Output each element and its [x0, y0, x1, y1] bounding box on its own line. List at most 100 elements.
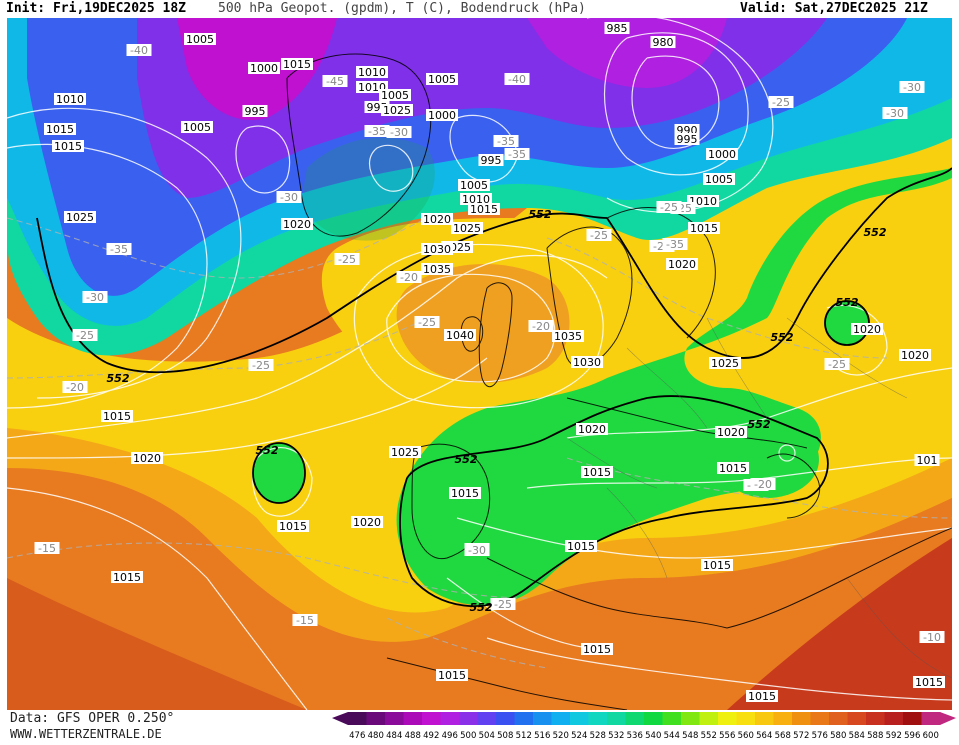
- isobar-label-text: 1020: [353, 516, 381, 529]
- temperature-label: -20: [396, 271, 422, 284]
- colorbar-tick-label: 572: [793, 731, 809, 741]
- isobar-label-text: 1030: [573, 356, 601, 369]
- isobar-label-text: 1005: [186, 33, 214, 46]
- temperature-label-text: -25: [418, 316, 436, 329]
- isobar-label: 1040: [444, 329, 476, 342]
- temperature-label-text: -25: [590, 229, 608, 242]
- isobar-label: 1020: [666, 258, 698, 271]
- isobar-label: 1025: [451, 222, 483, 235]
- isobar-label: 995: [674, 133, 700, 146]
- isobar-label: 1015: [468, 203, 500, 216]
- isobar-label: 1025: [389, 446, 421, 459]
- geopotential-labels: 552 552 552 552 552 552 552 552 552: [107, 208, 887, 614]
- colorbar-tick-label: 536: [627, 731, 643, 741]
- isobar-label: 1015: [746, 690, 778, 703]
- geopotential-label: 552: [256, 444, 279, 457]
- temperature-label: -10: [919, 631, 945, 644]
- temperature-label: -25: [490, 598, 516, 611]
- colorbar-swatch: [662, 712, 682, 725]
- coastlines: [286, 53, 952, 710]
- ridge-orange: [396, 264, 570, 383]
- colorbar-swatch: [755, 712, 774, 725]
- temperature-label: -30: [464, 544, 490, 557]
- colorbar-swatch: [829, 712, 848, 725]
- colorbar-tick-label: 588: [867, 731, 883, 741]
- colorbar-tick-label: 544: [664, 731, 680, 741]
- isobar-label: 1030: [571, 356, 603, 369]
- colorbar-swatch: [440, 712, 460, 725]
- isotherm-lines: [7, 217, 952, 669]
- colorbar-swatch: [866, 712, 885, 725]
- isobar-label: 1015: [436, 669, 468, 682]
- temperature-label-text: -10: [923, 631, 941, 644]
- init-time: Init: Fri,19DEC2025 18Z: [6, 1, 187, 16]
- temperature-label: -25: [248, 359, 274, 372]
- isobar-label: 1020: [715, 426, 747, 439]
- colorbar-tick-label: 556: [719, 731, 735, 741]
- low-core-east: [527, 18, 727, 88]
- temperature-label-text: -35: [368, 125, 386, 138]
- isobar-label-text: 1015: [690, 222, 718, 235]
- isobar-label: 1030: [421, 243, 453, 256]
- isobar-label-text: 1015: [470, 203, 498, 216]
- isobar-label: 1000: [706, 148, 738, 161]
- isobar-label-text: 1005: [460, 179, 488, 192]
- temperature-label-text: -15: [38, 542, 56, 555]
- isobar-label-text: 1000: [250, 62, 278, 75]
- temperature-label-text: -35: [110, 243, 128, 256]
- isobar-label: 980: [650, 36, 676, 49]
- colorbar-tick-label: 564: [756, 731, 772, 741]
- isobar-label: 1005: [379, 89, 411, 102]
- colorbar-swatch: [681, 712, 700, 725]
- colorbar-swatch: [348, 712, 367, 725]
- colorbar-swatch: [921, 712, 941, 725]
- temperature-label-text: -15: [296, 614, 314, 627]
- temperature-label: -40: [126, 44, 152, 57]
- isobar-label: 1005: [458, 179, 490, 192]
- colorbar-tick-label: 480: [368, 731, 384, 741]
- temperature-label-text: -30: [886, 107, 904, 120]
- greenland-shade: [302, 137, 435, 241]
- isobar-label: 1015: [52, 140, 84, 153]
- temperature-label: -30: [82, 291, 108, 304]
- temperature-label: -35: [106, 243, 132, 256]
- isobar-label: 1020: [351, 516, 383, 529]
- colorbar-tick-label: 540: [645, 731, 661, 741]
- colorbar-tick-label: 484: [386, 731, 402, 741]
- isobar-label-text: 1015: [279, 520, 307, 533]
- colorbar-tick-label: 500: [460, 731, 476, 741]
- isobar-label-text: 985: [607, 22, 628, 35]
- colorbar-tick-label: 512: [516, 731, 532, 741]
- isobar-label: 1015: [701, 559, 733, 572]
- website-link[interactable]: WWW.WETTERZENTRALE.DE: [10, 727, 162, 741]
- isobar-label: 1015: [717, 462, 749, 475]
- geopot-552-contour: [36, 167, 952, 608]
- temperature-label-text: -30: [390, 126, 408, 139]
- isobar-label-text: 980: [653, 36, 674, 49]
- temperature-label-text: -20: [754, 478, 772, 491]
- temperature-label-text: -45: [326, 75, 344, 88]
- temperature-label: -25: [586, 229, 612, 242]
- isobar-label-text: 1025: [453, 222, 481, 235]
- isobar-label: 1015: [581, 466, 613, 479]
- isobar-label-text: 1015: [748, 690, 776, 703]
- colorbar-tick-label: 532: [608, 731, 624, 741]
- colorbar-tick-label: 488: [405, 731, 421, 741]
- colorbar-min-arrow: [332, 712, 348, 725]
- chart-header: Init: Fri,19DEC2025 18Z 500 hPa Geopot. …: [0, 0, 959, 18]
- geopotential-label: 552: [107, 372, 130, 385]
- temperature-label: -25: [768, 96, 794, 109]
- isobar-label-text: 1020: [423, 213, 451, 226]
- chart-title: 500 hPa Geopot. (gpdm), T (C), Bodendruc…: [218, 1, 586, 16]
- colorbar-tick-label: 580: [830, 731, 846, 741]
- colorbar-tick-label: 592: [886, 731, 902, 741]
- colorbar-tick-label: 548: [682, 731, 698, 741]
- colorbar-swatch: [477, 712, 497, 725]
- temperature-label-text: -30: [280, 191, 298, 204]
- temperature-label: -35: [364, 125, 390, 138]
- isobar-label: 1020: [421, 213, 453, 226]
- geopotential-label: 552: [470, 601, 493, 614]
- temperature-label-text: -25: [494, 598, 512, 611]
- colorbar-tick-label: 496: [442, 731, 458, 741]
